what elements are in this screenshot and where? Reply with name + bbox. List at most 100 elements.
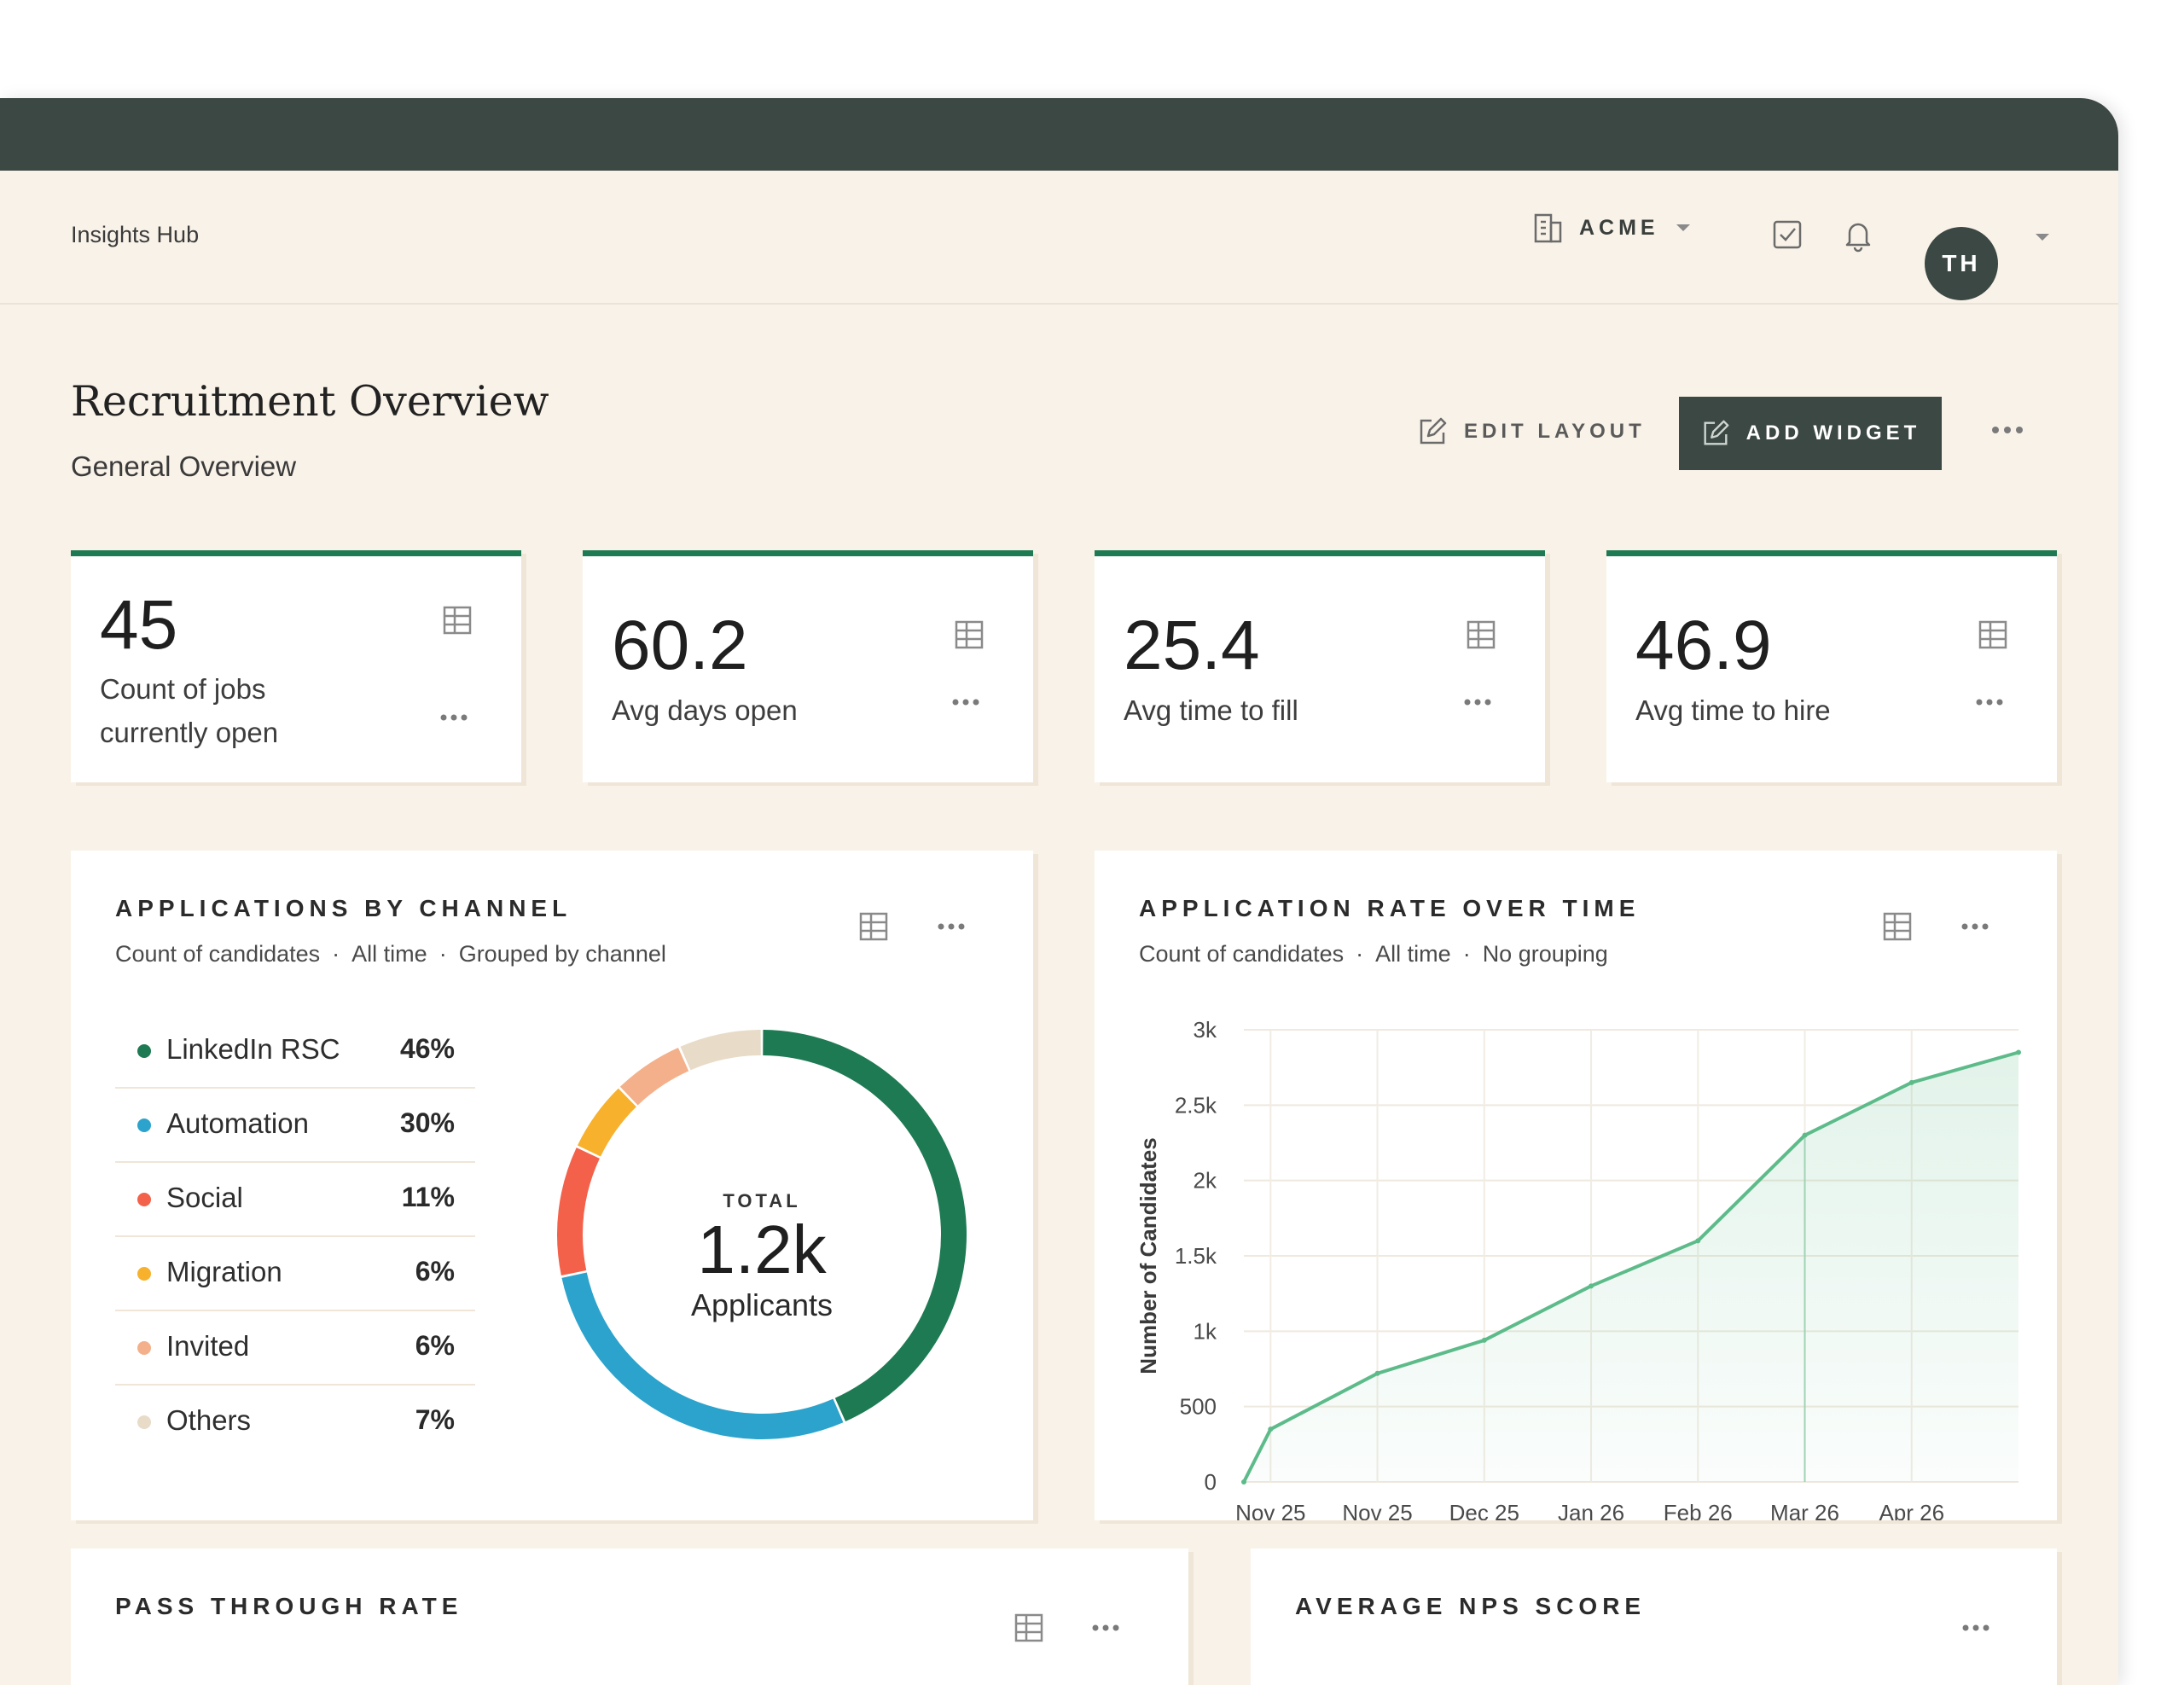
x-tick-label: Jan 26 (1558, 1500, 1624, 1520)
page-title: Recruitment Overview (71, 377, 549, 426)
legend-dot (137, 1193, 151, 1206)
card-title: PASS THROUGH RATE (115, 1593, 463, 1619)
legend-row: Social 11% (115, 1161, 475, 1237)
y-tick-label: 3k (1194, 1017, 1217, 1043)
more-icon[interactable] (1990, 425, 2024, 435)
y-tick-label: 1.5k (1175, 1243, 1217, 1269)
legend-percent: 11% (401, 1182, 455, 1212)
chevron-down-icon[interactable] (2034, 232, 2051, 242)
checkbox-icon[interactable] (1771, 218, 1804, 251)
add-widget-button[interactable]: ADD WIDGET (1679, 397, 1942, 470)
average-nps-score-card: AVERAGE NPS SCORE (1251, 1548, 2057, 1685)
donut-total-label: TOTAL (723, 1190, 800, 1211)
donut-slice-4[interactable] (619, 1047, 689, 1106)
edit-layout-label: EDIT LAYOUT (1464, 420, 1646, 443)
kpi-card-avg-time-to-hire[interactable]: 46.9 Avg time to hire (1606, 550, 2057, 782)
data-point[interactable] (2016, 1049, 2021, 1055)
table-icon[interactable] (1883, 912, 1912, 941)
legend-dot (137, 1415, 151, 1429)
more-icon[interactable] (951, 698, 980, 706)
legend-label: Invited (166, 1330, 250, 1362)
pass-through-rate-card: PASS THROUGH RATE (71, 1548, 1188, 1685)
data-point[interactable] (1481, 1337, 1487, 1343)
x-tick-label: Feb 26 (1664, 1500, 1733, 1520)
legend-row: LinkedIn RSC 46% (115, 1013, 475, 1089)
legend-label: Social (166, 1182, 243, 1213)
kpi-value: 45 (100, 586, 178, 664)
table-icon[interactable] (1014, 1613, 1043, 1642)
more-icon[interactable] (1463, 698, 1492, 706)
donut-total-value: 1.2k (697, 1211, 827, 1287)
legend-dot (137, 1044, 151, 1058)
edit-icon (1704, 420, 1729, 445)
more-icon[interactable] (1975, 698, 2004, 706)
window-title-bar (0, 98, 2118, 171)
data-point[interactable] (1374, 1370, 1380, 1376)
x-tick-label: Nov 25 (1342, 1500, 1412, 1520)
donut-slice-5[interactable] (680, 1030, 761, 1071)
data-point[interactable] (1589, 1283, 1594, 1289)
building-icon (1534, 213, 1562, 243)
add-widget-label: ADD WIDGET (1745, 421, 1921, 444)
data-point[interactable] (1802, 1132, 1808, 1138)
data-point[interactable] (1241, 1479, 1246, 1485)
x-tick-label: Nov 25 (1235, 1500, 1305, 1520)
chevron-down-icon (1676, 224, 1690, 231)
applications-by-channel-card: APPLICATIONS BY CHANNEL Count of candida… (71, 851, 1033, 1520)
legend-percent: 46% (399, 1033, 455, 1064)
legend-label: Migration (166, 1256, 282, 1287)
donut-slice-0[interactable] (763, 1030, 967, 1422)
table-icon[interactable] (1978, 620, 2007, 649)
y-tick-label: 2k (1194, 1168, 1217, 1194)
application-rate-card: APPLICATION RATE OVER TIME Count of cand… (1095, 851, 2057, 1520)
table-icon[interactable] (1467, 620, 1496, 649)
kpi-value: 60.2 (612, 607, 748, 684)
more-icon[interactable] (937, 922, 966, 931)
data-point[interactable] (1908, 1079, 1914, 1085)
table-icon[interactable] (955, 620, 984, 649)
card-title: APPLICATIONS BY CHANNEL (115, 895, 572, 921)
legend-dot (137, 1267, 151, 1281)
table-icon[interactable] (443, 606, 472, 635)
kpi-value: 46.9 (1635, 607, 1772, 684)
application-rate-area-chart: 0 500 1k 1.5k 2k 2.5k 3k Nov 25 Nov 25 Dec 25 Jan … (1136, 1017, 2021, 1520)
more-icon[interactable] (1091, 1624, 1120, 1632)
x-tick-label: Apr 26 (1879, 1500, 1944, 1520)
legend-dot (137, 1118, 151, 1132)
legend-percent: 7% (415, 1404, 455, 1435)
kpi-label: Avg time to fill (1124, 694, 1298, 726)
kpi-label: Avg days open (612, 694, 798, 726)
app-frame: Insights Hub ACME TH Recruitment Overvie… (0, 98, 2118, 1685)
channel-donut-chart: TOTAL 1.2k Applicants (557, 1030, 967, 1439)
more-icon[interactable] (1961, 1624, 1990, 1632)
data-point[interactable] (1695, 1238, 1701, 1244)
app-name: Insights Hub (71, 222, 200, 247)
legend-label: LinkedIn RSC (166, 1033, 340, 1065)
edit-layout-button[interactable]: EDIT LAYOUT (1416, 415, 1646, 448)
legend-label: Others (166, 1404, 252, 1436)
y-tick-label: 500 (1180, 1394, 1217, 1420)
kpi-label: Avg time to hire (1635, 694, 1831, 726)
legend-percent: 6% (415, 1256, 455, 1287)
donut-slice-1[interactable] (561, 1272, 844, 1439)
kpi-card-open-jobs[interactable]: 45 Count of jobs currently open (71, 550, 521, 782)
x-tick-label: Dec 25 (1449, 1500, 1519, 1520)
kpi-card-avg-time-to-fill[interactable]: 25.4 Avg time to fill (1095, 550, 1545, 782)
more-icon[interactable] (439, 713, 468, 722)
table-icon[interactable] (859, 912, 888, 941)
legend-percent: 30% (399, 1107, 455, 1138)
org-switcher[interactable]: ACME (1533, 212, 1692, 244)
user-avatar[interactable]: TH (1925, 227, 1998, 300)
legend-row: Automation 30% (115, 1087, 475, 1163)
more-icon[interactable] (1960, 922, 1989, 931)
kpi-card-avg-days-open[interactable]: 60.2 Avg days open (583, 550, 1033, 782)
y-tick-label: 2.5k (1175, 1092, 1217, 1118)
bell-icon[interactable] (1843, 218, 1873, 253)
data-point[interactable] (1268, 1426, 1274, 1432)
donut-total-unit: Applicants (691, 1287, 833, 1322)
legend-row: Migration 6% (115, 1235, 475, 1311)
donut-slice-2[interactable] (557, 1148, 600, 1276)
legend-label: Automation (166, 1107, 309, 1139)
donut-slice-3[interactable] (577, 1088, 636, 1157)
y-axis-label: Number of Candidates (1136, 1137, 1161, 1374)
